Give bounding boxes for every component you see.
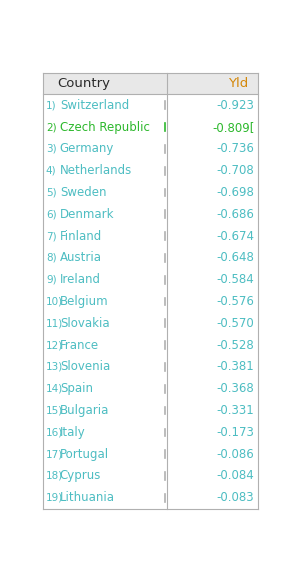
Text: Cyprus: Cyprus xyxy=(60,469,101,482)
Text: 10): 10) xyxy=(46,297,63,306)
Text: -0.584: -0.584 xyxy=(217,273,254,286)
Text: 17): 17) xyxy=(46,449,63,459)
Text: Czech Republic: Czech Republic xyxy=(60,121,150,133)
Text: -0.809[: -0.809[ xyxy=(212,121,254,133)
Text: -0.698: -0.698 xyxy=(217,186,254,199)
Text: -0.083: -0.083 xyxy=(217,491,254,504)
Text: 13): 13) xyxy=(46,362,63,372)
Text: 8): 8) xyxy=(46,253,57,263)
Text: -0.331: -0.331 xyxy=(217,404,254,417)
Text: Italy: Italy xyxy=(60,426,86,439)
Text: 5): 5) xyxy=(46,187,57,198)
Text: -0.923: -0.923 xyxy=(217,99,254,112)
Text: Germany: Germany xyxy=(60,143,114,155)
Text: 15): 15) xyxy=(46,405,63,416)
Text: 9): 9) xyxy=(46,275,57,285)
Text: -0.570: -0.570 xyxy=(217,317,254,330)
Text: 11): 11) xyxy=(46,319,63,328)
Text: 4): 4) xyxy=(46,166,57,176)
Text: 12): 12) xyxy=(46,340,63,350)
Text: -0.173: -0.173 xyxy=(217,426,254,439)
Text: -0.528: -0.528 xyxy=(217,339,254,352)
Text: -0.708: -0.708 xyxy=(217,164,254,177)
Text: Portugal: Portugal xyxy=(60,448,109,461)
Text: Switzerland: Switzerland xyxy=(60,99,129,112)
FancyBboxPatch shape xyxy=(43,73,258,94)
Text: Denmark: Denmark xyxy=(60,208,114,221)
Text: -0.368: -0.368 xyxy=(217,382,254,395)
Text: -0.086: -0.086 xyxy=(217,448,254,461)
Text: 19): 19) xyxy=(46,493,63,503)
Text: Slovenia: Slovenia xyxy=(60,361,110,373)
Text: Bulgaria: Bulgaria xyxy=(60,404,109,417)
Text: Ireland: Ireland xyxy=(60,273,101,286)
Text: 1): 1) xyxy=(46,100,57,110)
Text: -0.736: -0.736 xyxy=(217,143,254,155)
Text: 16): 16) xyxy=(46,427,63,438)
Text: 7): 7) xyxy=(46,231,57,241)
Text: Slovakia: Slovakia xyxy=(60,317,110,330)
Text: -0.576: -0.576 xyxy=(217,295,254,308)
Text: Belgium: Belgium xyxy=(60,295,108,308)
Text: Yld: Yld xyxy=(228,77,253,90)
Text: Country: Country xyxy=(57,77,110,90)
Text: -0.084: -0.084 xyxy=(217,469,254,482)
Text: Austria: Austria xyxy=(60,251,102,264)
Text: France: France xyxy=(60,339,99,352)
Text: 18): 18) xyxy=(46,471,63,481)
Text: -0.648: -0.648 xyxy=(217,251,254,264)
Text: -0.674: -0.674 xyxy=(217,229,254,243)
Text: 6): 6) xyxy=(46,209,57,219)
Text: 3): 3) xyxy=(46,144,57,154)
Text: Spain: Spain xyxy=(60,382,93,395)
Text: -0.381: -0.381 xyxy=(217,361,254,373)
Text: Finland: Finland xyxy=(60,229,102,243)
Text: Netherlands: Netherlands xyxy=(60,164,132,177)
Text: Sweden: Sweden xyxy=(60,186,106,199)
Text: -0.686: -0.686 xyxy=(217,208,254,221)
Text: 2): 2) xyxy=(46,122,57,132)
Text: 14): 14) xyxy=(46,384,63,394)
Text: Lithuania: Lithuania xyxy=(60,491,115,504)
